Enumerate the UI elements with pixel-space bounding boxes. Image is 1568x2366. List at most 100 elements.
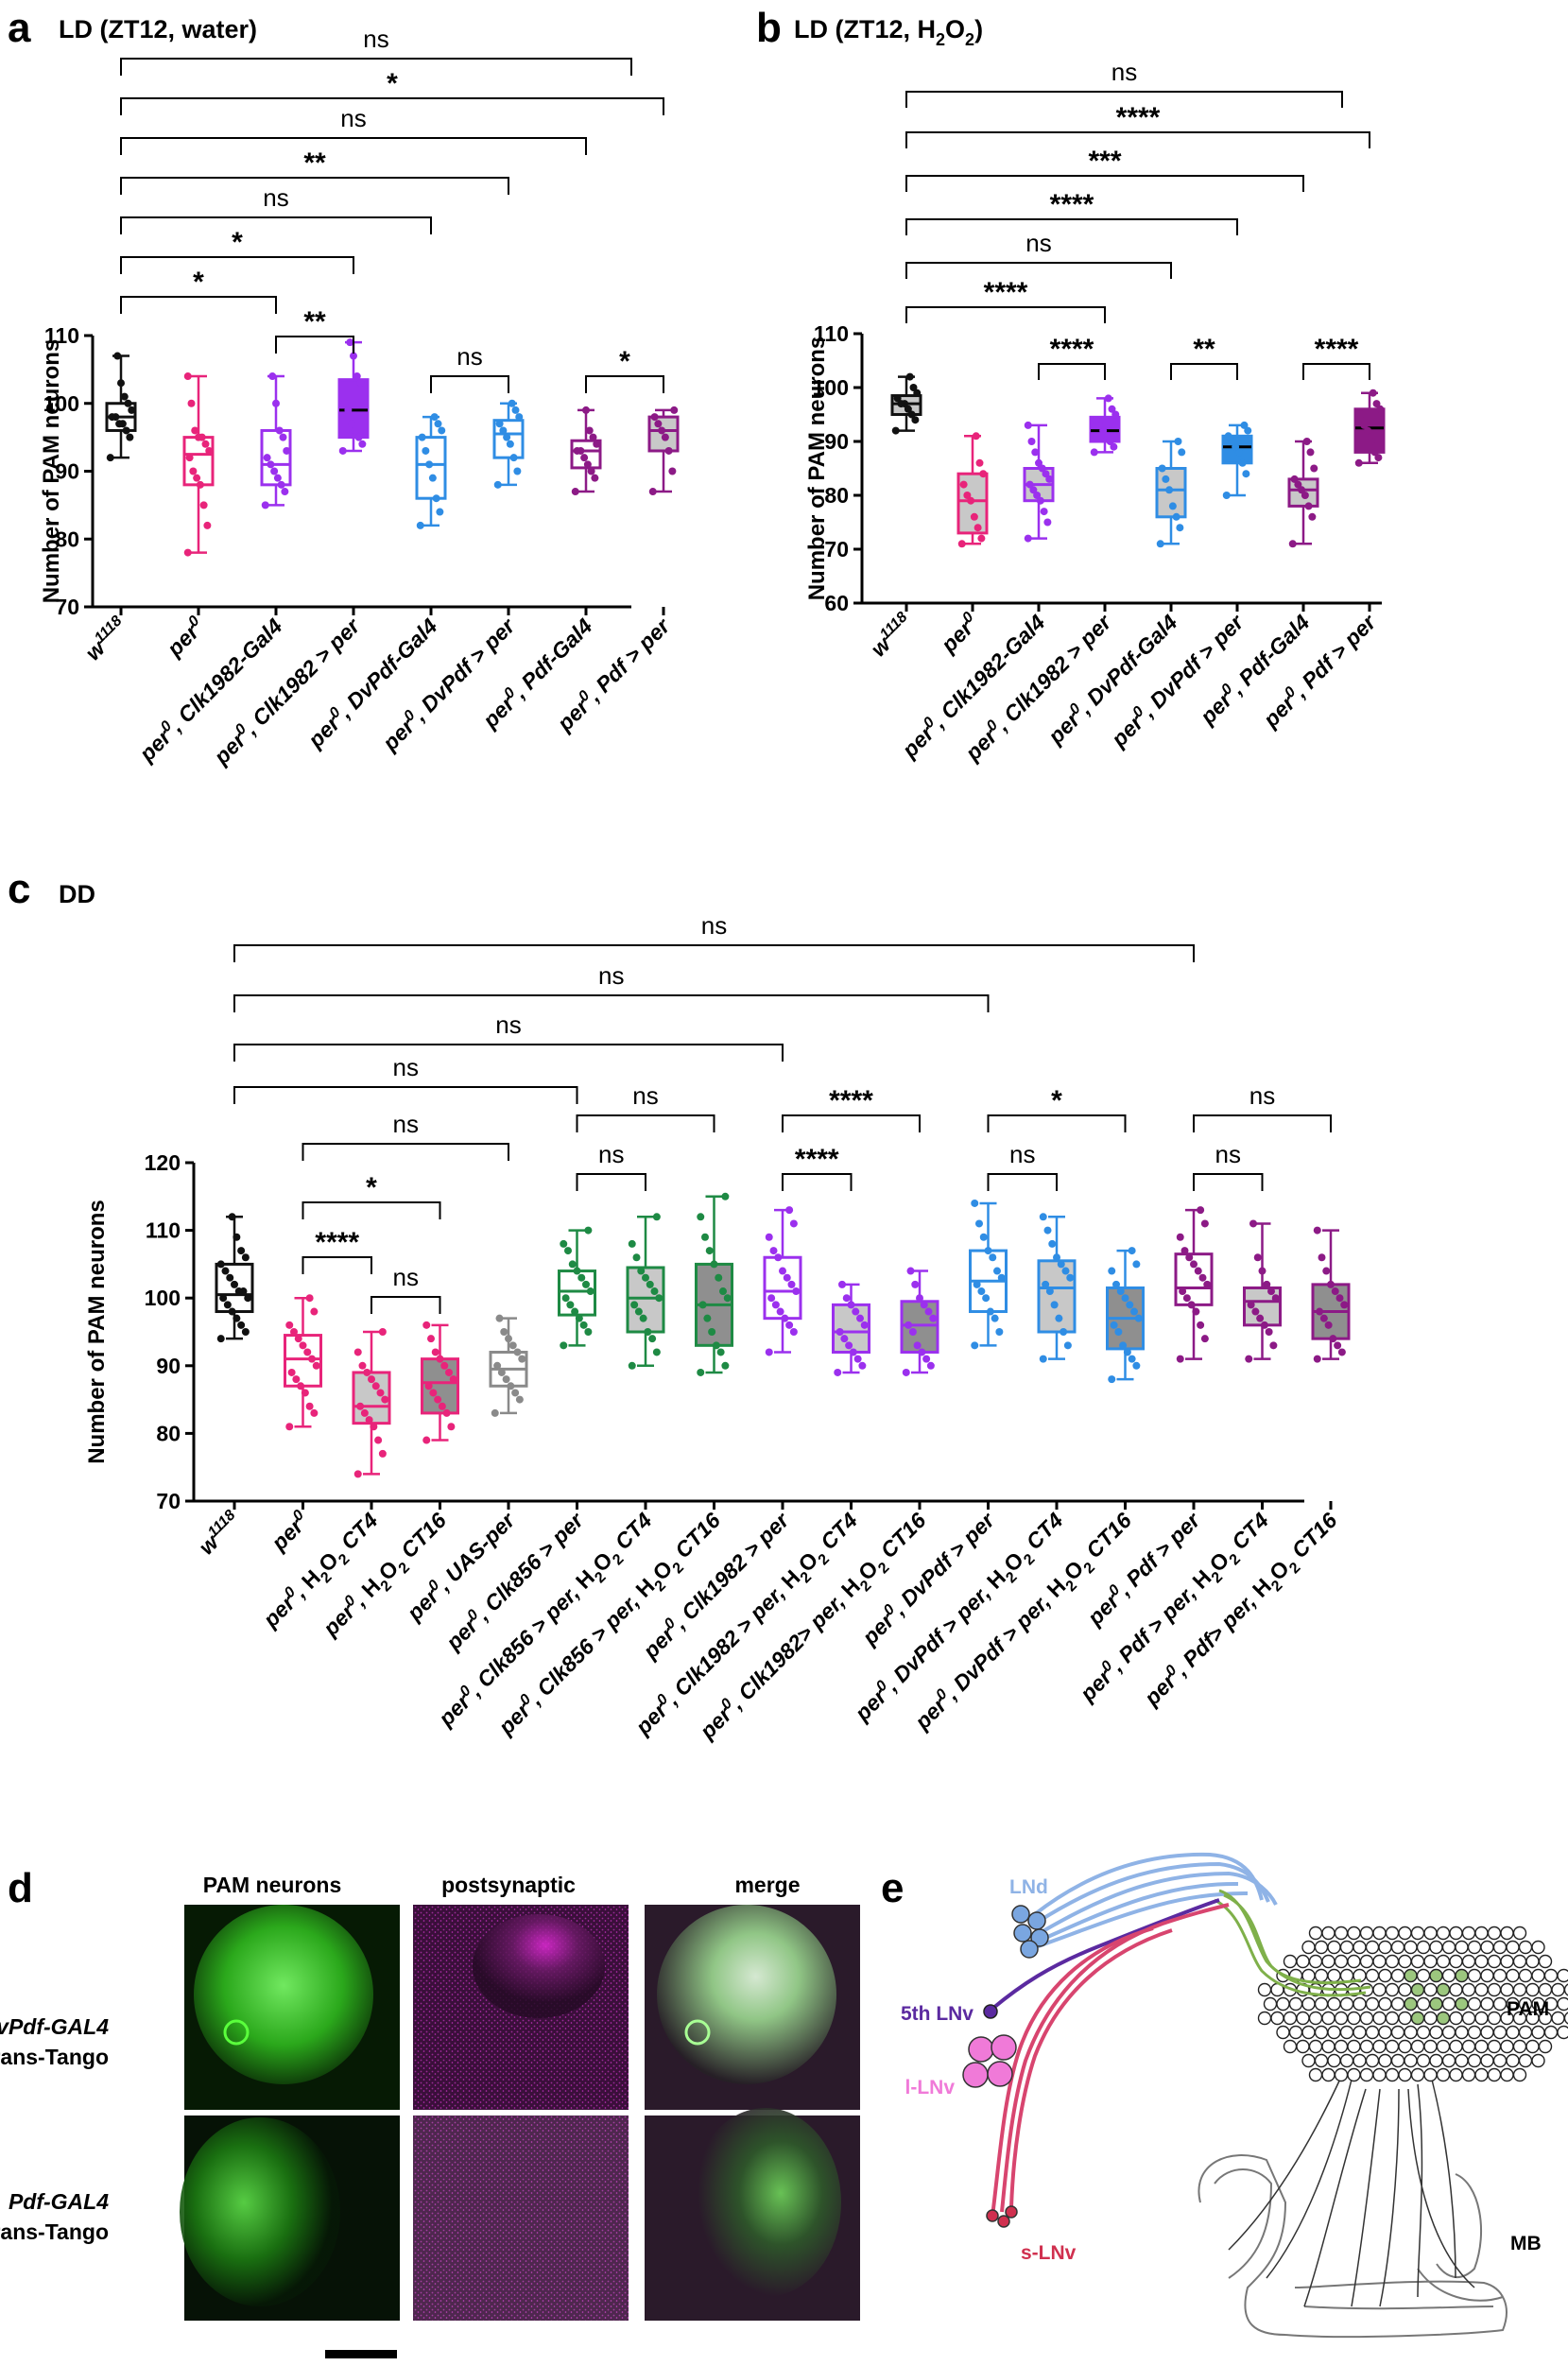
box-12: [1037, 1213, 1077, 1363]
box-4: [1155, 438, 1187, 548]
category-label: per0: [935, 609, 983, 657]
pam-cell: [1359, 2039, 1374, 2054]
data-point: [1234, 448, 1243, 457]
data-point: [1057, 1260, 1065, 1269]
data-point: [509, 454, 518, 462]
data-point: [1354, 458, 1363, 467]
pam-cell: [1461, 1982, 1476, 1997]
box-7: [1353, 389, 1386, 467]
pam-cell: [1487, 2039, 1502, 2054]
box-0: [890, 372, 922, 435]
data-point: [708, 1328, 716, 1336]
pam-cell: [1390, 1968, 1405, 1983]
significance-bracket: [302, 1143, 509, 1161]
data-point: [906, 1267, 915, 1275]
data-point: [358, 440, 367, 448]
pam-cell: [1359, 1954, 1374, 1969]
data-point: [312, 1361, 320, 1370]
pam-cell: [1339, 2025, 1354, 2040]
data-point: [425, 460, 434, 469]
data-point: [1327, 1280, 1335, 1288]
pam-cell: [1276, 1996, 1290, 2012]
data-point: [1039, 1355, 1047, 1363]
pam-cell: [1347, 2011, 1361, 2026]
pam-cell: [1416, 1940, 1431, 1955]
data-point: [1322, 1267, 1331, 1275]
pam-cell: [1353, 2025, 1367, 2040]
y-tick-label: 90: [55, 459, 79, 484]
pam-cell: [1557, 1968, 1568, 1983]
pam-cell: [1263, 1996, 1278, 2012]
significance-label: ****: [984, 277, 1028, 308]
data-point: [971, 1341, 979, 1350]
pam-cluster: [1257, 1926, 1568, 2082]
data-point: [499, 426, 508, 435]
data-point: [350, 352, 357, 360]
data-point: [244, 1294, 252, 1303]
significance-bracket: [120, 58, 632, 76]
data-point: [1027, 438, 1036, 445]
pam-cell: [1487, 2067, 1502, 2082]
data-point: [582, 1280, 590, 1288]
box-3: [421, 1321, 459, 1444]
data-point: [916, 1294, 923, 1303]
category-label: per0, DvPdf > per: [376, 613, 520, 756]
data-point: [370, 1423, 378, 1431]
data-point: [348, 420, 356, 428]
significance-bracket: [576, 1173, 646, 1191]
pam-cell: [1372, 2011, 1387, 2026]
data-point: [1035, 458, 1042, 467]
data-point: [993, 1267, 1001, 1275]
pam-cell: [1492, 2025, 1508, 2040]
data-point: [566, 1301, 575, 1309]
pam-cell: [1500, 1954, 1514, 1969]
data-point: [1092, 416, 1100, 424]
significance-bracket: [905, 131, 1370, 148]
category-label: per0, DvPdf > per: [856, 1507, 1000, 1650]
data-point: [986, 1307, 994, 1316]
data-point: [1198, 1273, 1207, 1282]
pam-cell: [1390, 2025, 1405, 2040]
pam-cell: [1378, 2053, 1392, 2068]
data-point: [905, 1321, 913, 1329]
data-point: [434, 420, 442, 428]
data-point: [1318, 1253, 1326, 1262]
box-4: [489, 1314, 528, 1417]
pam-cell: [1429, 2053, 1443, 2068]
data-point: [1247, 1301, 1255, 1309]
data-point: [922, 1355, 931, 1363]
significance-label: ****: [1116, 102, 1161, 133]
significance-bracket: [120, 97, 664, 115]
pam-cell: [1512, 1926, 1527, 1941]
data-point: [1090, 448, 1098, 457]
data-point: [353, 1470, 362, 1478]
pam-cell: [1500, 2067, 1514, 2082]
pam-cell: [1474, 1982, 1489, 1997]
lnd-cells: [1011, 1905, 1049, 1959]
panel-c-title: DD: [59, 880, 95, 908]
pam-cell: [1378, 2025, 1392, 2040]
data-point: [305, 1402, 314, 1410]
data-point: [776, 1307, 784, 1316]
significance-bracket: [576, 1114, 715, 1132]
pam-cell: [1404, 1996, 1418, 2012]
pam-cell: [1327, 1996, 1341, 2012]
label-s-lnv: s-LNv: [1021, 2242, 1077, 2264]
pam-cell: [1563, 1983, 1568, 1996]
data-point: [1061, 1267, 1070, 1275]
pam-cell: [1480, 1968, 1494, 1983]
data-point: [201, 440, 210, 448]
data-point: [196, 480, 204, 489]
data-point: [108, 413, 116, 422]
data-point: [1040, 508, 1048, 516]
pam-cell: [1512, 1954, 1527, 1969]
pam-cell: [1416, 2025, 1431, 2040]
data-point: [582, 406, 590, 414]
panel-e-label: e: [881, 1865, 904, 1911]
data-point: [431, 1348, 439, 1356]
pam-cell: [1480, 2053, 1494, 2068]
data-point: [650, 413, 659, 422]
significance-bracket: [905, 175, 1304, 192]
data-point: [1039, 1213, 1047, 1221]
